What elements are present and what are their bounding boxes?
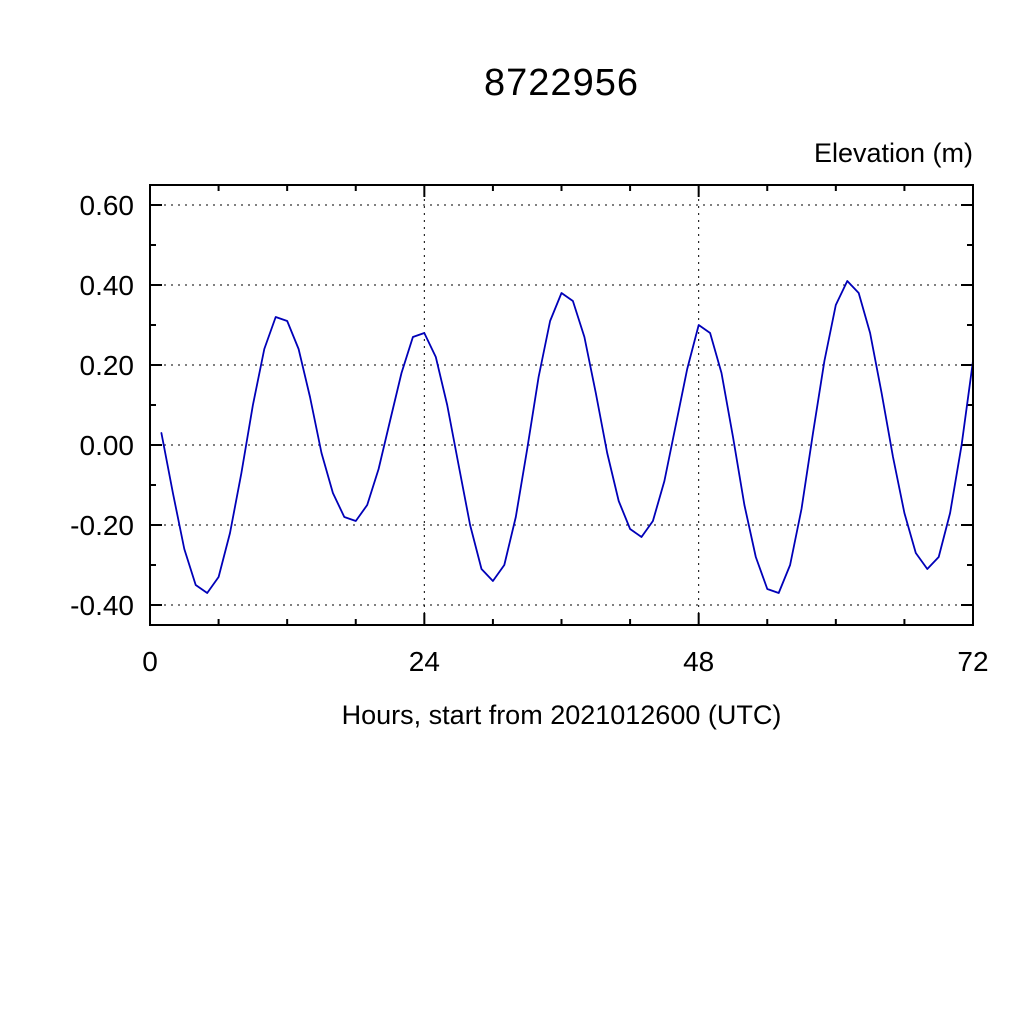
x-tick-label: 24 <box>409 646 440 677</box>
y-tick-label: 0.40 <box>80 270 135 301</box>
x-axis-title: Hours, start from 2021012600 (UTC) <box>341 700 782 730</box>
y-tick-label: -0.20 <box>70 510 134 541</box>
x-tick-label: 0 <box>142 646 158 677</box>
y-axis-title: Elevation (m) <box>813 138 973 168</box>
x-tick-label: 48 <box>683 646 714 677</box>
x-tick-label: 72 <box>957 646 988 677</box>
elevation-series-line <box>160 280 974 594</box>
y-tick-label: 0.00 <box>80 430 135 461</box>
y-tick-label: -0.40 <box>70 590 134 621</box>
y-tick-label: 0.60 <box>80 190 135 221</box>
y-tick-label: 0.20 <box>80 350 135 381</box>
chart-title: 8722956 <box>484 62 639 104</box>
